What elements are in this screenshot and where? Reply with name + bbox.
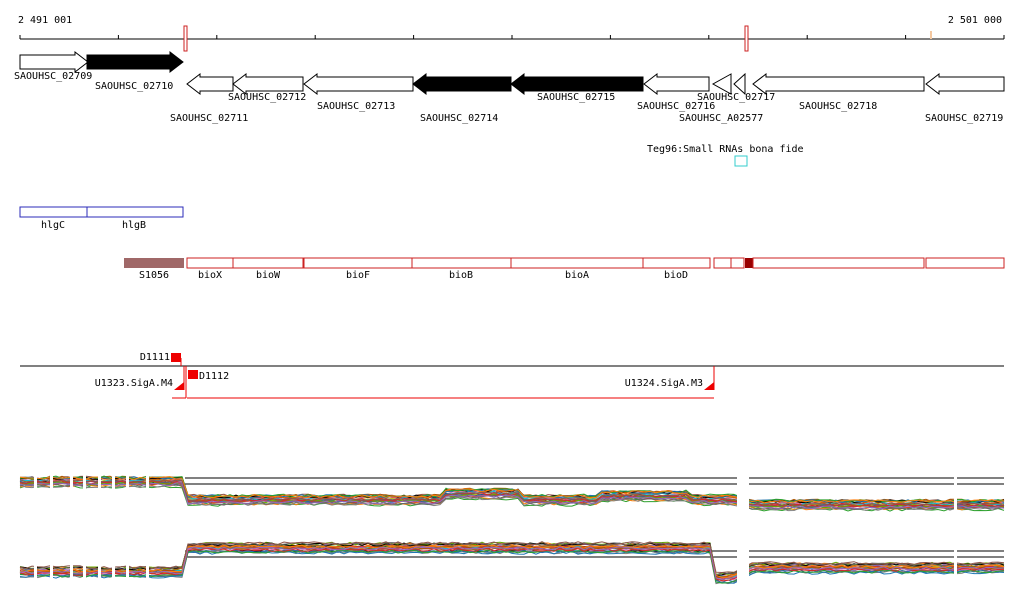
operon-box-biox[interactable] [186,257,234,269]
track-gap [83,462,86,520]
gene-label[interactable]: SAOUHSC_A02577 [679,113,763,124]
operon-box-biof[interactable] [303,257,413,269]
sigma-site-marker-u1324[interactable] [704,382,714,390]
track-gap [954,535,957,592]
regulatory-track: D1111 D1112 U1323.SigA.M4 U1324.SigA.M3 [20,352,1004,399]
feature-label-hlgc: hlgC [41,220,65,231]
track-gap [98,462,101,520]
track-gap [70,535,73,592]
feature-box-hlgc[interactable] [19,206,88,218]
small-rna-box[interactable] [734,155,748,167]
track-gap [34,462,37,520]
promoter-label-d1111[interactable]: D1111 [140,352,170,363]
track-gap [83,535,86,592]
hlg-feature-track: hlgC hlgB [19,206,184,231]
small-rna-label[interactable]: Teg96:Small RNAs bona fide [647,144,804,155]
operon-track: S1056 bioX bioW bioF bioB bioA bioD [124,257,1005,281]
ruler-end-coordinate: 2 501 000 [948,15,1002,26]
gene-arrow-saouhsc-02717[interactable] [711,73,732,95]
sigma-site-marker-u1323[interactable] [174,382,184,390]
gene-label[interactable]: SAOUHSC_02717 [697,92,775,103]
expression-trace [19,549,1005,584]
track-gap [98,535,101,592]
gene-label[interactable]: SAOUHSC_02710 [95,81,173,92]
track-gap [34,535,37,592]
gene-arrow-saouhsc-02716[interactable] [643,72,710,96]
gene-arrow-saouhsc-a02577[interactable] [733,72,746,96]
promoter-marker-d1111[interactable] [171,353,181,362]
operon-label-biof: bioF [346,270,370,281]
gene-label[interactable]: SAOUHSC_02718 [799,101,877,112]
operon-box-bioa[interactable] [510,257,644,269]
expression-trace [19,546,1005,581]
ruler-highlight-marker [744,25,749,52]
gene-arrow-saouhsc-02712[interactable] [232,72,304,96]
gene-arrow-saouhsc-02719[interactable] [925,72,1005,96]
gene-arrow-saouhsc-02710[interactable] [86,50,184,74]
expression-trace [19,541,1005,574]
track-gap [954,462,957,520]
gene-label[interactable]: SAOUHSC_02709 [14,71,92,82]
expression-track-1 [19,462,1005,520]
gene-arrow-saouhsc-02718[interactable] [752,72,925,96]
promoter-label-d1112[interactable]: D1112 [199,371,229,382]
operon-box-biob[interactable] [411,257,512,269]
track-gap [737,462,749,520]
track-gap [126,535,129,592]
operon-box[interactable] [925,257,1005,269]
operon-box[interactable] [752,257,925,269]
gene-label[interactable]: SAOUHSC_02712 [228,92,306,103]
gene-label[interactable]: SAOUHSC_02714 [420,113,498,124]
expression-track-2 [19,535,1005,592]
gene-label[interactable]: SAOUHSC_02716 [637,101,715,112]
operon-box-filled[interactable] [745,258,753,268]
ruler-start-coordinate: 2 491 001 [18,15,72,26]
promoter-marker-d1112[interactable] [188,370,198,379]
gene-label[interactable]: SAOUHSC_02711 [170,113,248,124]
track-gap [737,535,749,592]
track-gap [146,535,149,592]
track-gap [50,462,53,520]
gene-arrow-saouhsc-02713[interactable] [303,72,414,96]
track-gap [126,462,129,520]
operon-box-biow[interactable] [232,257,304,269]
gene-track: SAOUHSC_02709 SAOUHSC_02710 SAOUHSC_0271… [14,50,1005,124]
gene-label[interactable]: SAOUHSC_02713 [317,101,395,112]
gene-arrow-saouhsc-02709[interactable] [19,50,89,74]
operon-label-biow: bioW [256,270,281,281]
operon-box[interactable] [713,257,732,269]
coordinate-ruler: 2 491 001 2 501 000 [18,15,1005,52]
operon-label-biox: bioX [198,270,222,281]
operon-label-biob: bioB [449,270,473,281]
tu-box-s1056[interactable] [124,258,184,268]
track-gap [50,535,53,592]
expression-trace [19,549,1005,584]
expression-trace [19,476,1005,504]
operon-label-biod: bioD [664,270,688,281]
ruler-ticks [19,35,1005,39]
ruler-highlight-marker [930,31,932,39]
gene-arrow-saouhsc-02711[interactable] [186,72,234,96]
track-gap [112,535,115,592]
track-gap [70,462,73,520]
small-rna-track: Teg96:Small RNAs bona fide [647,144,804,167]
operon-label-bioa: bioA [565,270,589,281]
feature-box-hlgb[interactable] [86,206,184,218]
gene-label[interactable]: SAOUHSC_02719 [925,113,1003,124]
gene-arrow-saouhsc-02714[interactable] [412,72,512,96]
expression-trace [19,482,1005,510]
sigma-site-label-u1323[interactable]: U1323.SigA.M4 [95,378,173,389]
gene-label[interactable]: SAOUHSC_02715 [537,92,615,103]
expression-trace [19,479,1005,507]
track-gap [112,462,115,520]
gene-arrow-saouhsc-02715[interactable] [510,72,644,96]
track-gap [146,462,149,520]
tu-label-s1056: S1056 [139,270,169,281]
sigma-site-label-u1324[interactable]: U1324.SigA.M3 [625,378,703,389]
operon-box[interactable] [730,257,745,269]
ruler-highlight-marker [183,25,188,52]
feature-label-hlgb: hlgB [122,220,146,231]
operon-box-biod[interactable] [642,257,711,269]
